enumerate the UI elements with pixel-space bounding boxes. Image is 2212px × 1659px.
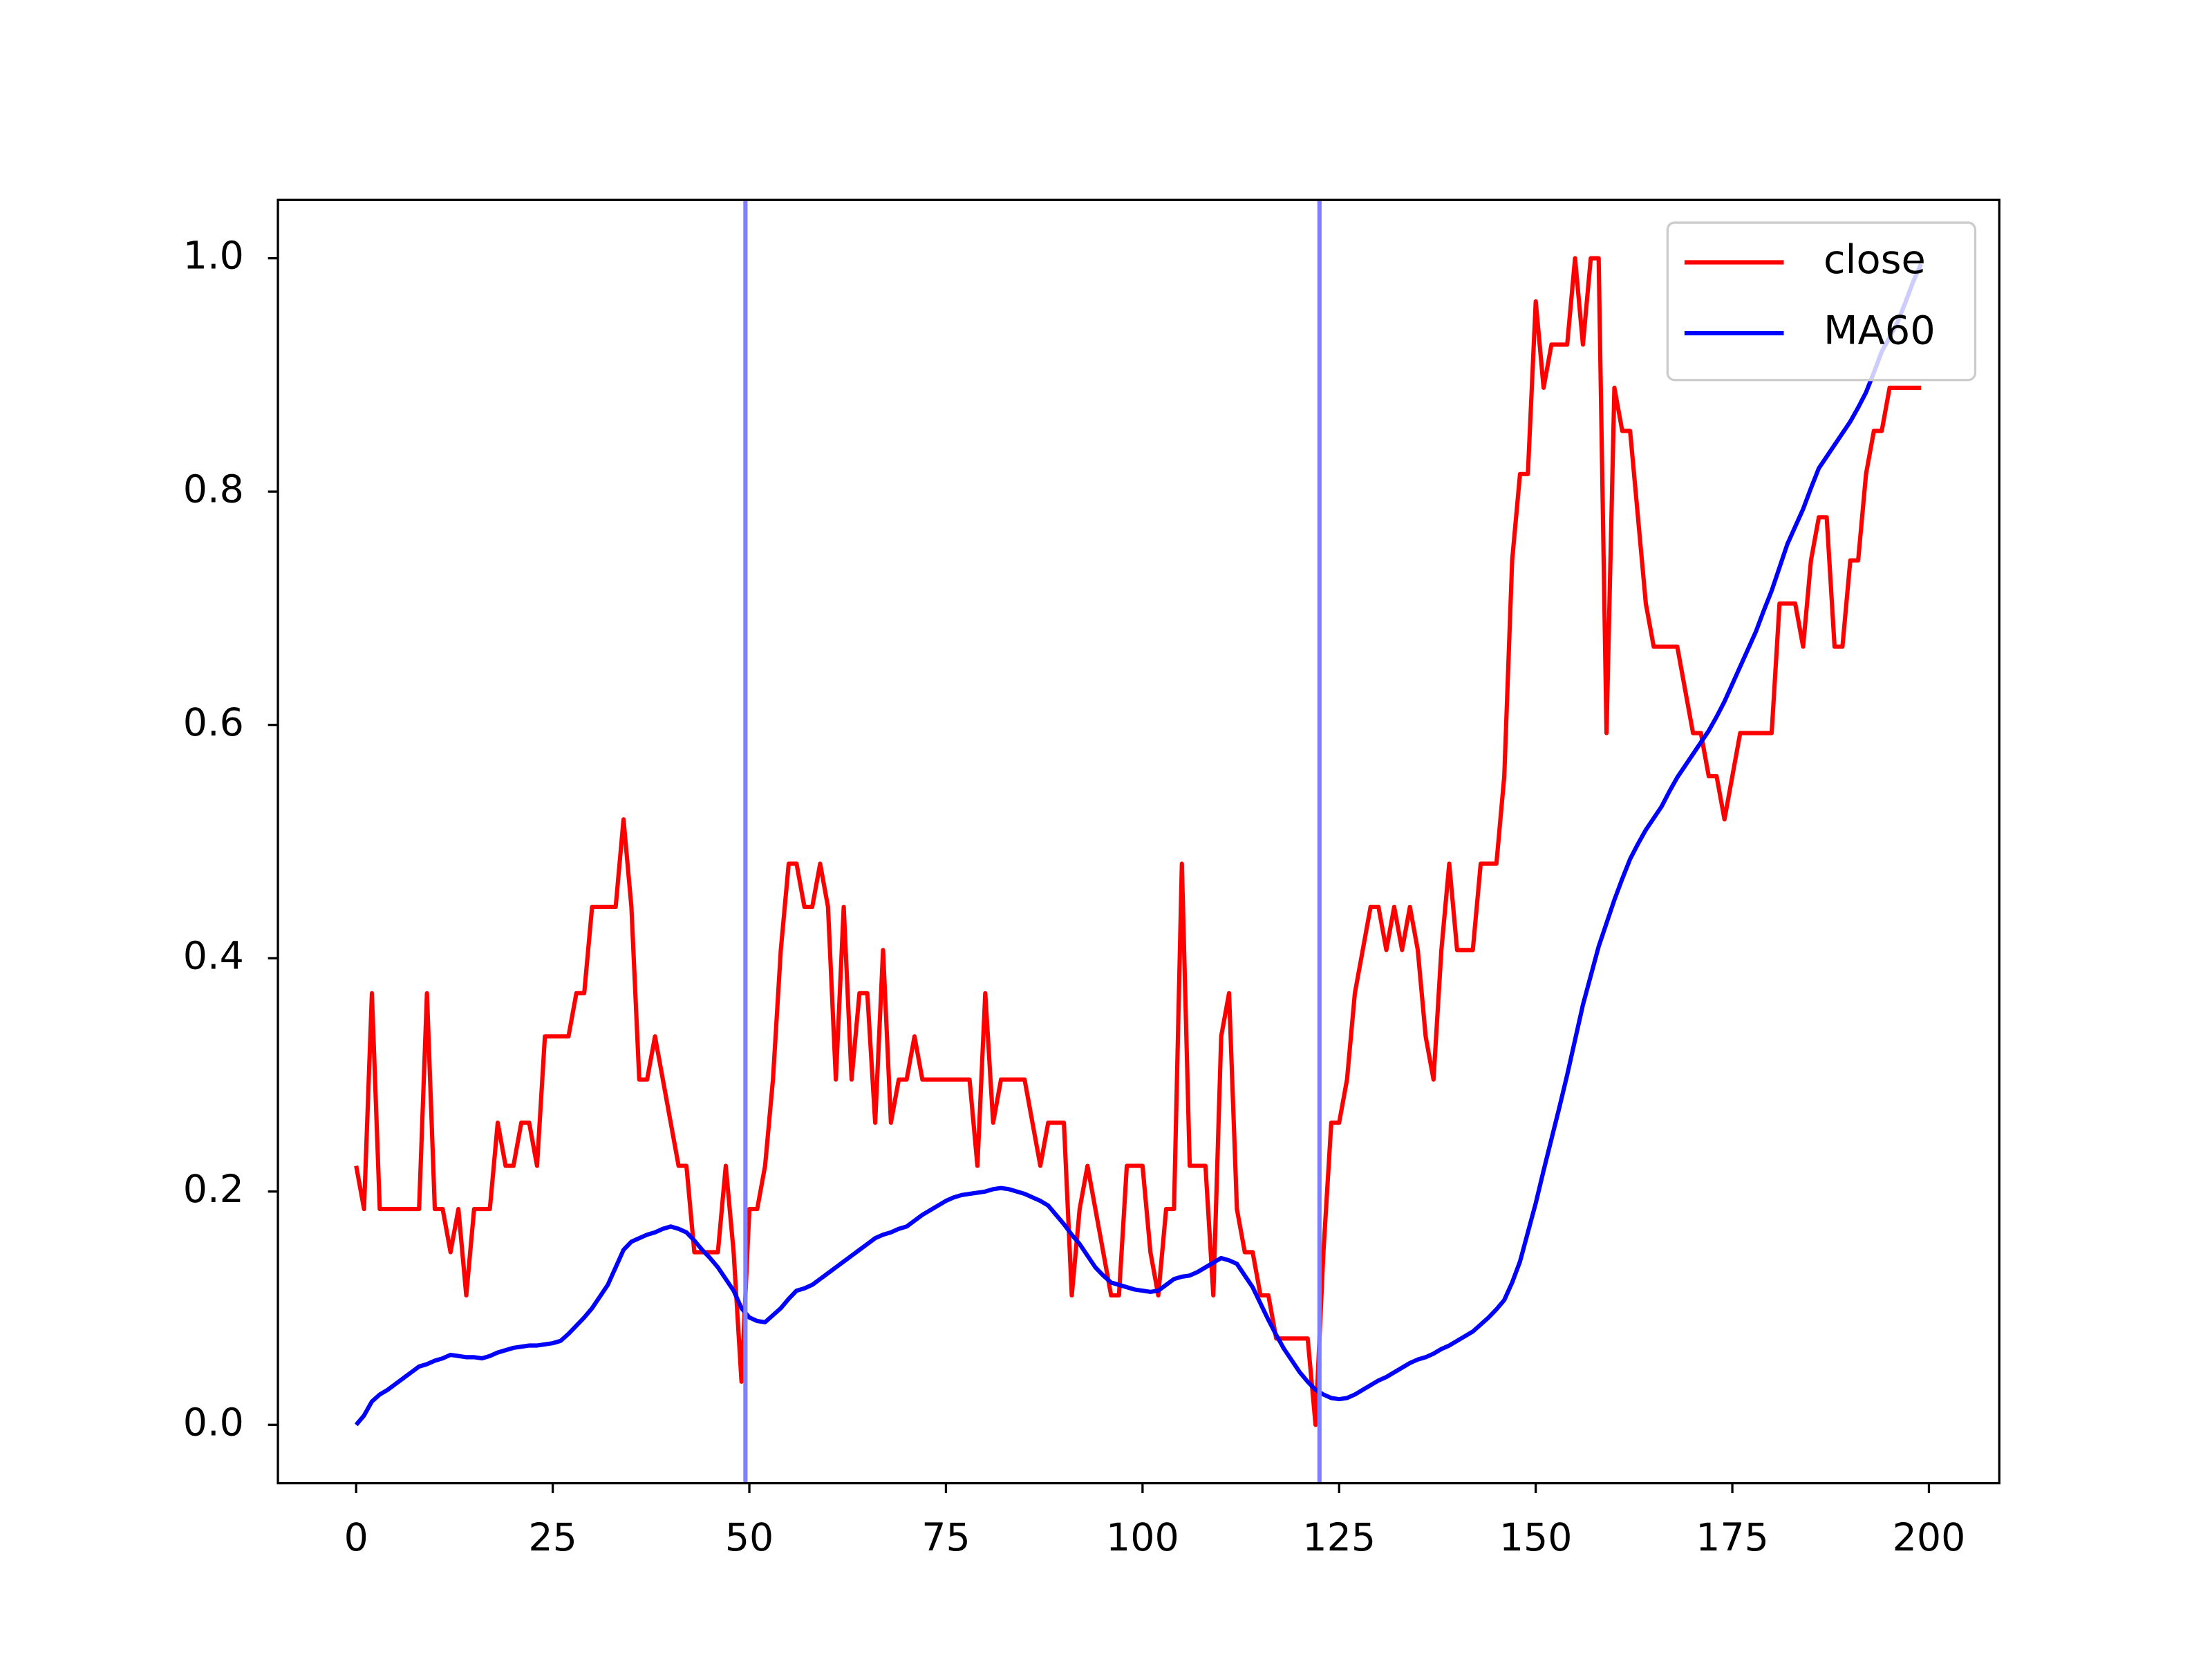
x-tick-label: 75 [921, 1516, 970, 1560]
plot-frame [276, 198, 2000, 1485]
y-tick-label: 0.4 [183, 934, 244, 978]
y-tick-label: 0.8 [183, 467, 244, 512]
y-tick-label: 0.2 [183, 1168, 244, 1212]
legend-box [1666, 221, 1977, 382]
x-tick-label: 200 [1893, 1516, 1966, 1560]
x-tick-label: 125 [1302, 1516, 1376, 1560]
x-tick-label: 175 [1696, 1516, 1769, 1560]
legend-label: MA60 [1824, 308, 1936, 354]
x-tick-label: 100 [1106, 1516, 1179, 1560]
x-tick-label: 150 [1499, 1516, 1573, 1560]
series-line [354, 256, 1922, 1427]
series-line [354, 263, 1923, 1427]
x-tick-label: 50 [725, 1516, 774, 1560]
y-tick-label: 0.0 [183, 1400, 244, 1445]
y-tick-label: 0.6 [183, 701, 244, 745]
y-tick-label: 1.0 [183, 234, 244, 279]
legend-label: close [1824, 236, 1926, 283]
x-tick-label: 25 [528, 1516, 577, 1560]
x-tick-label: 0 [344, 1516, 368, 1560]
